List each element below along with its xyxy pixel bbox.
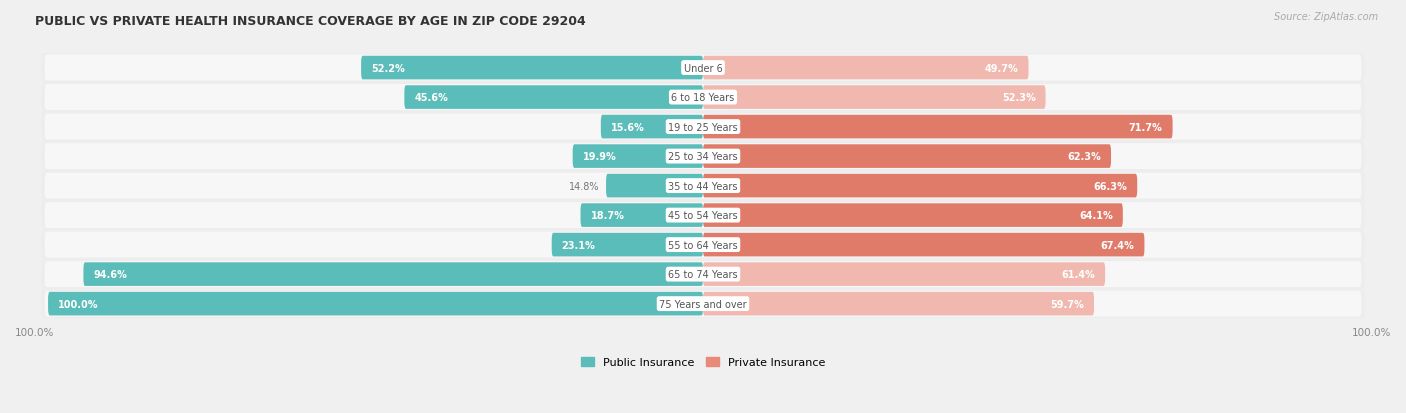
FancyBboxPatch shape bbox=[703, 116, 1173, 139]
Text: 67.4%: 67.4% bbox=[1101, 240, 1135, 250]
Text: 75 Years and over: 75 Years and over bbox=[659, 299, 747, 309]
Text: 19 to 25 Years: 19 to 25 Years bbox=[668, 122, 738, 132]
FancyBboxPatch shape bbox=[703, 174, 1137, 198]
FancyBboxPatch shape bbox=[45, 144, 1361, 170]
Text: 14.8%: 14.8% bbox=[569, 181, 599, 191]
FancyBboxPatch shape bbox=[703, 204, 1123, 228]
Text: 94.6%: 94.6% bbox=[93, 269, 127, 280]
Text: 23.1%: 23.1% bbox=[562, 240, 596, 250]
FancyBboxPatch shape bbox=[45, 114, 1361, 140]
Text: 6 to 18 Years: 6 to 18 Years bbox=[672, 93, 734, 103]
FancyBboxPatch shape bbox=[83, 263, 703, 286]
Text: 61.4%: 61.4% bbox=[1062, 269, 1095, 280]
FancyBboxPatch shape bbox=[45, 173, 1361, 199]
FancyBboxPatch shape bbox=[600, 116, 703, 139]
Text: 49.7%: 49.7% bbox=[984, 64, 1018, 74]
FancyBboxPatch shape bbox=[41, 172, 1365, 200]
Text: PUBLIC VS PRIVATE HEALTH INSURANCE COVERAGE BY AGE IN ZIP CODE 29204: PUBLIC VS PRIVATE HEALTH INSURANCE COVER… bbox=[35, 15, 585, 28]
FancyBboxPatch shape bbox=[703, 292, 1094, 316]
FancyBboxPatch shape bbox=[581, 204, 703, 228]
FancyBboxPatch shape bbox=[45, 232, 1361, 258]
FancyBboxPatch shape bbox=[572, 145, 703, 169]
FancyBboxPatch shape bbox=[45, 291, 1361, 317]
Text: 66.3%: 66.3% bbox=[1094, 181, 1128, 191]
FancyBboxPatch shape bbox=[703, 145, 1111, 169]
Legend: Public Insurance, Private Insurance: Public Insurance, Private Insurance bbox=[581, 357, 825, 368]
Text: 100.0%: 100.0% bbox=[58, 299, 98, 309]
FancyBboxPatch shape bbox=[41, 84, 1365, 112]
Text: 25 to 34 Years: 25 to 34 Years bbox=[668, 152, 738, 162]
Text: 45.6%: 45.6% bbox=[415, 93, 449, 103]
FancyBboxPatch shape bbox=[41, 113, 1365, 141]
Text: 35 to 44 Years: 35 to 44 Years bbox=[668, 181, 738, 191]
Text: Under 6: Under 6 bbox=[683, 64, 723, 74]
FancyBboxPatch shape bbox=[41, 290, 1365, 318]
Text: 65 to 74 Years: 65 to 74 Years bbox=[668, 269, 738, 280]
FancyBboxPatch shape bbox=[41, 260, 1365, 289]
FancyBboxPatch shape bbox=[41, 54, 1365, 83]
FancyBboxPatch shape bbox=[45, 261, 1361, 287]
Text: 71.7%: 71.7% bbox=[1129, 122, 1163, 132]
FancyBboxPatch shape bbox=[41, 142, 1365, 171]
FancyBboxPatch shape bbox=[48, 292, 703, 316]
FancyBboxPatch shape bbox=[703, 233, 1144, 257]
FancyBboxPatch shape bbox=[405, 86, 703, 109]
Text: 62.3%: 62.3% bbox=[1067, 152, 1101, 162]
FancyBboxPatch shape bbox=[45, 85, 1361, 111]
FancyBboxPatch shape bbox=[703, 86, 1046, 109]
FancyBboxPatch shape bbox=[703, 57, 1029, 80]
FancyBboxPatch shape bbox=[41, 202, 1365, 230]
FancyBboxPatch shape bbox=[551, 233, 703, 257]
FancyBboxPatch shape bbox=[41, 231, 1365, 259]
Text: 52.2%: 52.2% bbox=[371, 64, 405, 74]
FancyBboxPatch shape bbox=[45, 203, 1361, 228]
Text: 45 to 54 Years: 45 to 54 Years bbox=[668, 211, 738, 221]
Text: 52.3%: 52.3% bbox=[1001, 93, 1035, 103]
FancyBboxPatch shape bbox=[361, 57, 703, 80]
Text: 19.9%: 19.9% bbox=[582, 152, 616, 162]
FancyBboxPatch shape bbox=[606, 174, 703, 198]
FancyBboxPatch shape bbox=[45, 55, 1361, 81]
Text: 15.6%: 15.6% bbox=[610, 122, 644, 132]
Text: 18.7%: 18.7% bbox=[591, 211, 624, 221]
Text: 55 to 64 Years: 55 to 64 Years bbox=[668, 240, 738, 250]
Text: Source: ZipAtlas.com: Source: ZipAtlas.com bbox=[1274, 12, 1378, 22]
FancyBboxPatch shape bbox=[703, 263, 1105, 286]
Text: 64.1%: 64.1% bbox=[1078, 211, 1112, 221]
Text: 59.7%: 59.7% bbox=[1050, 299, 1084, 309]
